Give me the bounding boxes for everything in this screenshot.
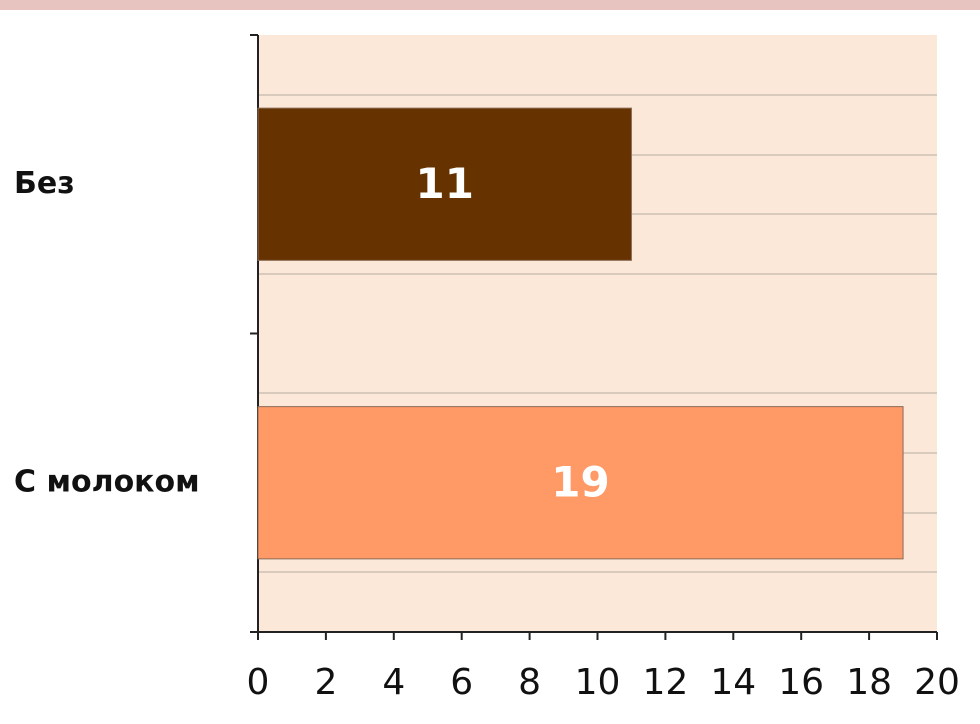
- value-label: 11: [415, 159, 473, 208]
- x-tick-label: 0: [247, 662, 270, 703]
- x-tick-label: 10: [575, 662, 621, 703]
- y-tick-label: С молоком: [14, 464, 200, 499]
- y-tick-label: Без: [14, 166, 75, 201]
- x-tick-label: 6: [450, 662, 473, 703]
- x-tick-label: 14: [710, 662, 756, 703]
- x-tick-label: 12: [642, 662, 688, 703]
- x-tick-label: 8: [518, 662, 541, 703]
- chart: 0 2 4 6 8 10 12 14 16 18 20 Без 11 С молоком 19: [0, 0, 980, 724]
- x-tick-label: 4: [382, 662, 405, 703]
- x-tick-label: 16: [778, 662, 824, 703]
- x-tick-label: 20: [914, 662, 960, 703]
- x-tick-label: 18: [846, 662, 892, 703]
- value-label: 19: [551, 457, 609, 506]
- top-banner: [0, 0, 980, 10]
- x-tick-label: 2: [314, 662, 337, 703]
